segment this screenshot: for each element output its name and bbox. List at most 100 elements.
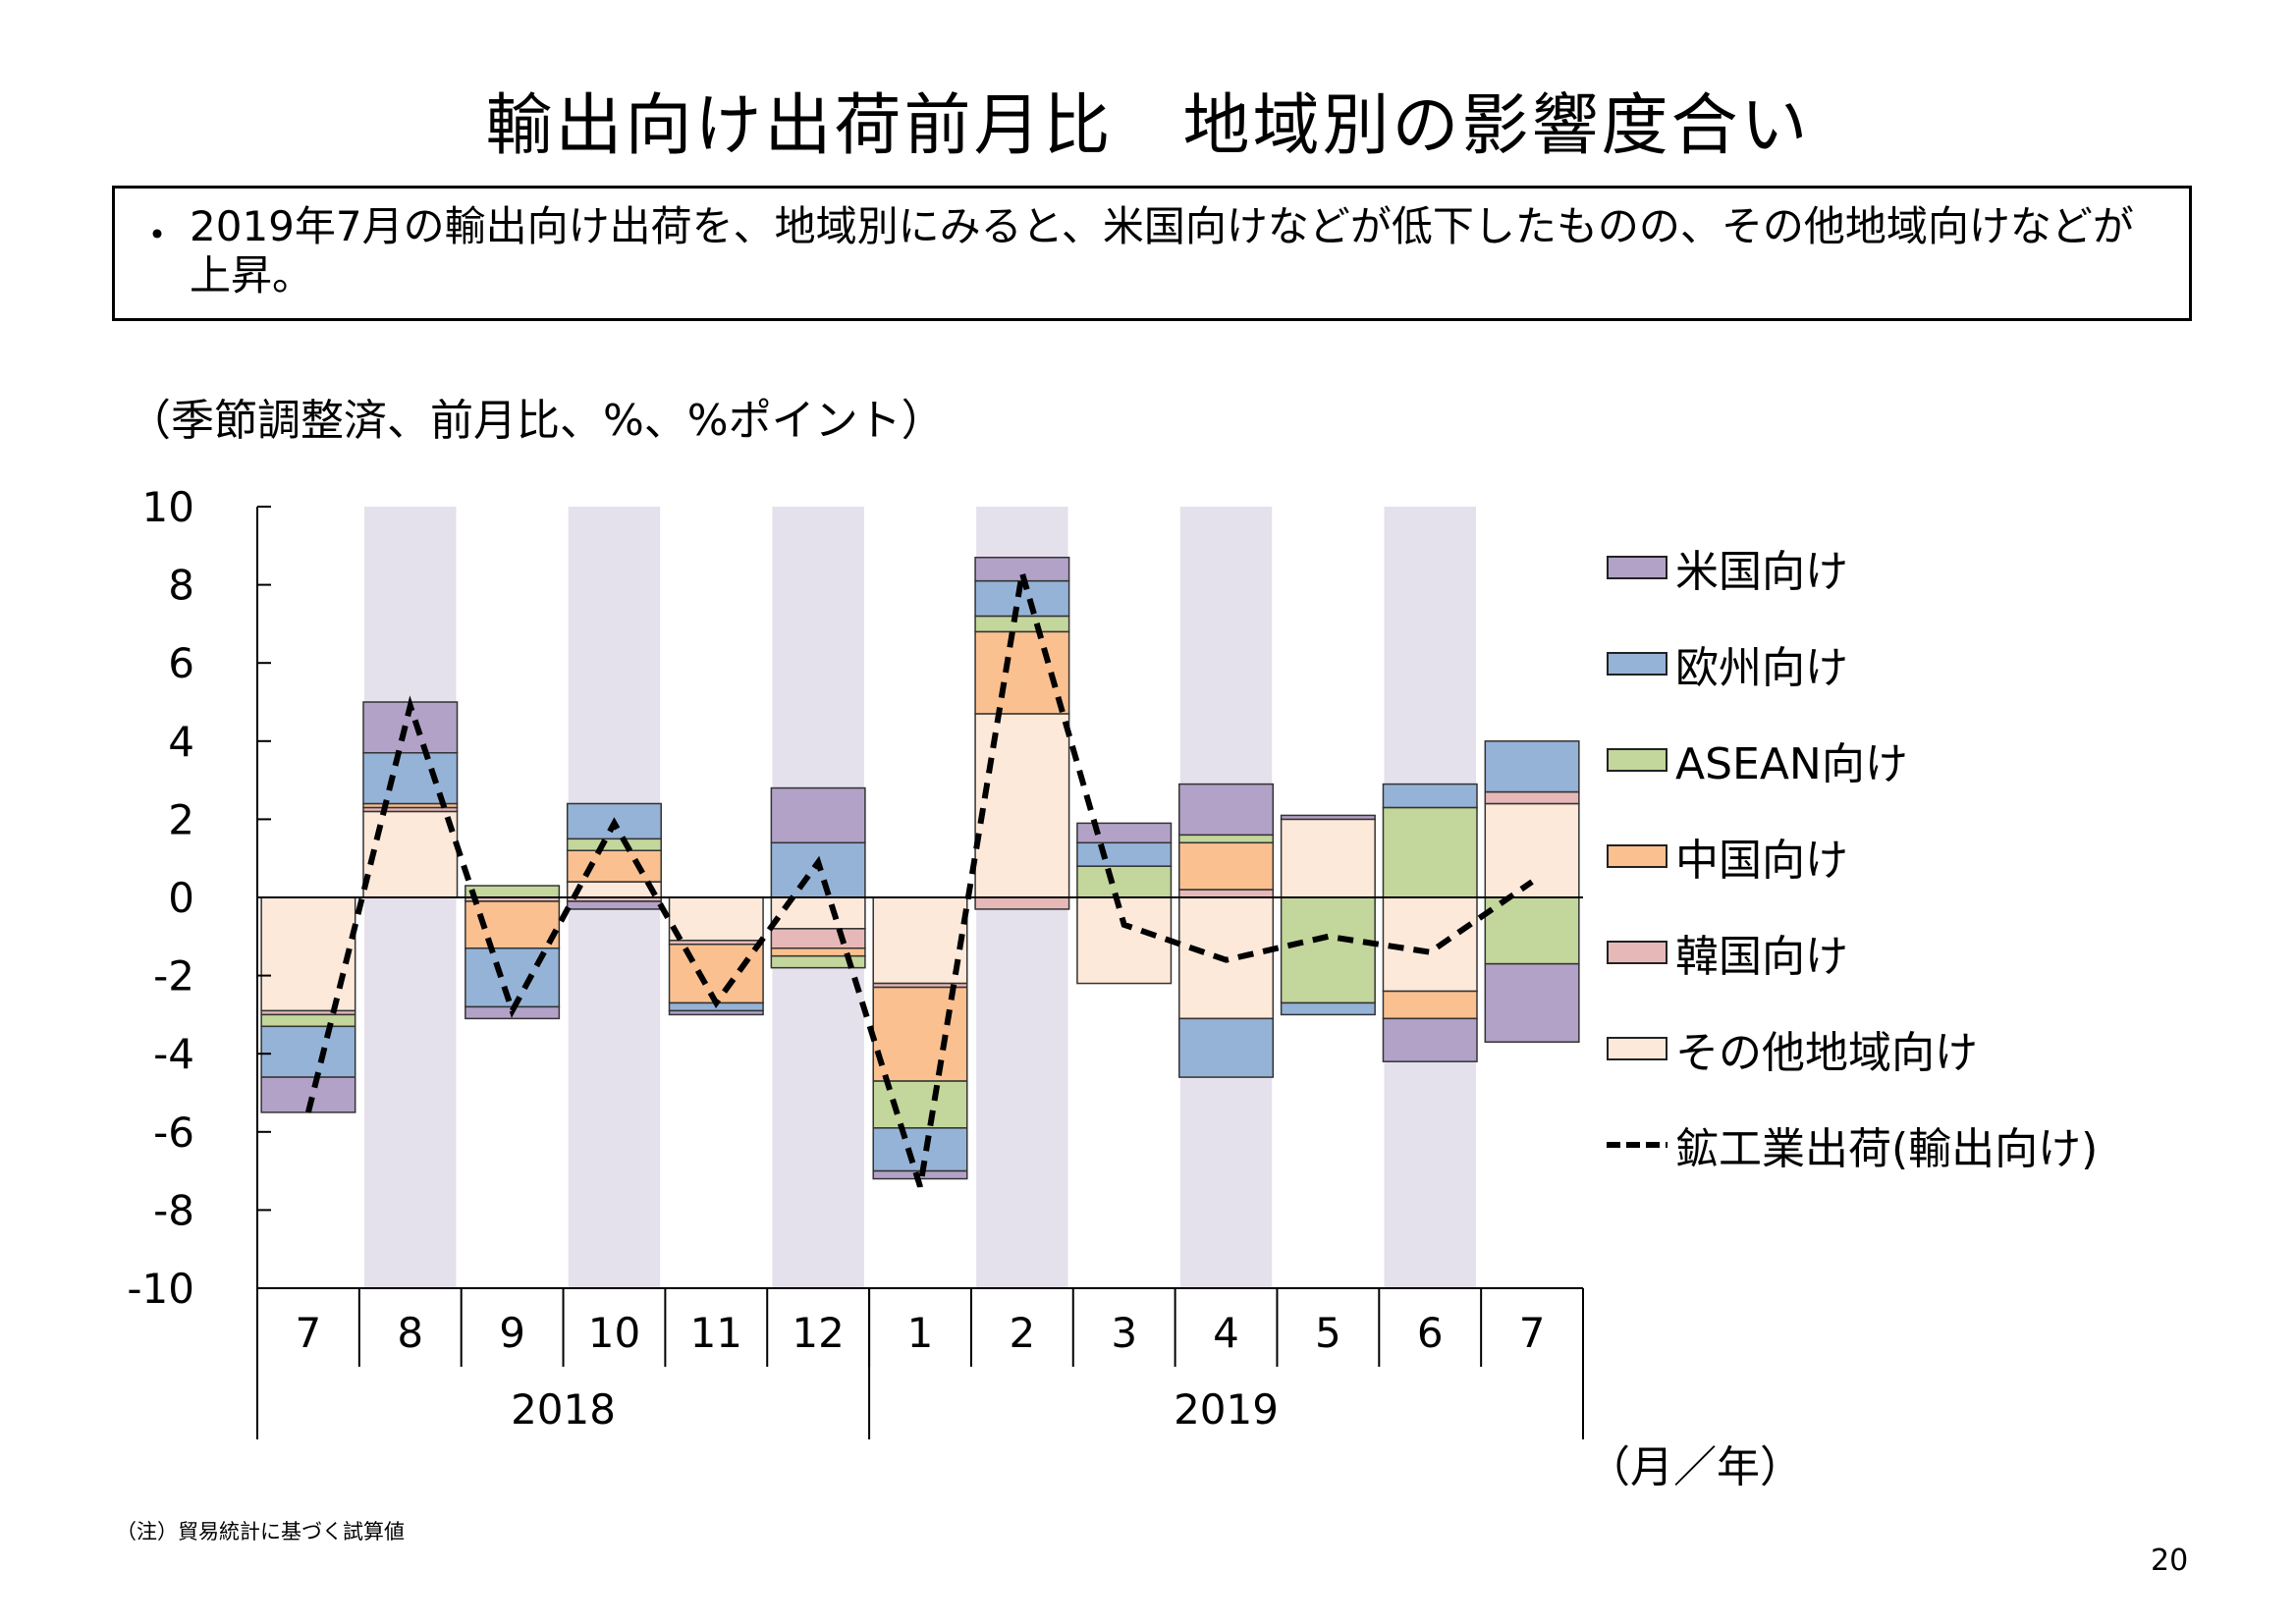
legend-label: ASEAN向け [1675, 739, 1908, 789]
legend-label: 中国向け [1675, 836, 1848, 886]
x-tick-label: 7 [296, 1309, 322, 1357]
bar-segment [872, 896, 968, 985]
bar-segment [668, 896, 764, 942]
y-tick-label: -2 [153, 952, 194, 1001]
bar-segment [872, 986, 968, 1082]
legend-swatch [1607, 1037, 1667, 1060]
y-tick-label: 2 [168, 795, 194, 843]
bar-segment [260, 1025, 356, 1078]
bar-segment [1076, 822, 1173, 844]
summary-text: 2019年7月の輸出向け出荷を、地域別にみると、米国向けなどが低下したものの、そ… [190, 202, 2134, 299]
unit-label: （季節調整済、前月比、%、%ポイント） [128, 396, 945, 446]
legend-swatch [1607, 652, 1667, 676]
bar-segment [1178, 841, 1275, 891]
bar-segment [1382, 806, 1478, 898]
legend-swatch [1607, 941, 1667, 964]
legend-item: 欧州向け [1607, 634, 1848, 693]
bar-segment [770, 786, 866, 844]
legend-item: 鉱工業出荷(輸出向け) [1607, 1115, 2098, 1174]
bar-segment [668, 944, 764, 1004]
y-tick-label: -6 [153, 1109, 194, 1157]
bar-segment [1484, 962, 1580, 1044]
y-tick-label: 8 [168, 562, 194, 610]
legend-item: 中国向け [1607, 827, 1848, 886]
x-axis-unit-label: （月／年） [1587, 1442, 1803, 1492]
bar-segment [1280, 1001, 1376, 1016]
bar-segment [1382, 896, 1478, 993]
legend-swatch [1607, 844, 1667, 868]
bar-segment [1076, 841, 1173, 867]
legend-item: その他地域向け [1607, 1019, 1978, 1078]
x-tick-label: 7 [1519, 1309, 1546, 1357]
bar-segment [1484, 790, 1580, 805]
x-tick-label: 1 [907, 1309, 934, 1357]
bar-segment [260, 896, 356, 1012]
bar-segment [566, 838, 662, 851]
y-tick-label: -10 [127, 1265, 194, 1313]
bar-segment [770, 896, 866, 930]
legend-swatch [1607, 1142, 1667, 1148]
x-tick-label: 2 [1009, 1309, 1035, 1357]
bar-segment [1280, 814, 1376, 821]
bar-segment [668, 1009, 764, 1016]
bar-segment [465, 885, 561, 898]
legend-item: ASEAN向け [1607, 731, 1908, 789]
year-label: 2018 [511, 1385, 616, 1434]
y-tick-label: 0 [168, 874, 194, 922]
bar-segment [465, 900, 561, 949]
bar-segment [1280, 896, 1376, 1004]
bar-segment [1280, 818, 1376, 898]
x-tick-label: 3 [1111, 1309, 1137, 1357]
legend-swatch [1607, 748, 1667, 772]
bar-segment [1382, 783, 1478, 809]
page-number: 20 [2151, 1543, 2189, 1578]
bar-segment [872, 1080, 968, 1129]
legend-label: 米国向け [1675, 547, 1848, 597]
bar-segment [974, 896, 1070, 910]
bar-segment [1178, 783, 1275, 837]
bar-segment [260, 1013, 356, 1028]
bar-segment [1076, 865, 1173, 898]
x-tick-label: 5 [1315, 1309, 1341, 1357]
bar-segment [1178, 834, 1275, 844]
bar-segment [1076, 896, 1173, 985]
bar-segment [770, 954, 866, 969]
page-title: 輸出向け出荷前月比 地域別の影響度合い [485, 87, 1811, 165]
legend-label: その他地域向け [1675, 1028, 1978, 1078]
x-tick-label: 9 [499, 1309, 525, 1357]
bar-segment [1382, 1017, 1478, 1062]
bar-segment [362, 810, 459, 898]
bar-segment [974, 713, 1070, 898]
bar-segment [465, 947, 561, 1008]
y-tick-label: 4 [168, 718, 194, 766]
y-tick-label: -8 [153, 1186, 194, 1234]
y-tick-label: 10 [142, 483, 194, 531]
bar-segment [1178, 889, 1275, 898]
legend-label: 鉱工業出荷(輸出向け) [1675, 1124, 2099, 1174]
bar-segment [1382, 990, 1478, 1020]
bar-segment [566, 900, 662, 910]
year-label: 2019 [1174, 1385, 1279, 1434]
x-tick-label: 4 [1213, 1309, 1239, 1357]
legend-item: 米国向け [1607, 538, 1848, 597]
y-tick-label: -4 [153, 1030, 194, 1078]
bar-segment [1484, 896, 1580, 965]
legend-item: 韓国向け [1607, 923, 1848, 982]
x-tick-label: 12 [792, 1309, 844, 1357]
x-tick-label: 11 [690, 1309, 742, 1357]
bar-segment [1484, 740, 1580, 793]
x-tick-label: 6 [1417, 1309, 1444, 1357]
bar-segment [566, 849, 662, 883]
summary-bullet: ・ [137, 211, 179, 259]
bar-segment [974, 615, 1070, 633]
bar-segment [872, 1127, 968, 1172]
footnote: （注）貿易統計に基づく試算値 [116, 1520, 405, 1543]
y-tick-label: 6 [168, 639, 194, 687]
bar-segment [770, 947, 866, 957]
bar-segment [770, 928, 866, 949]
legend-swatch [1607, 556, 1667, 579]
x-tick-label: 10 [588, 1309, 640, 1357]
bar-segment [1178, 1017, 1275, 1078]
legend-label: 韓国向け [1675, 932, 1848, 982]
